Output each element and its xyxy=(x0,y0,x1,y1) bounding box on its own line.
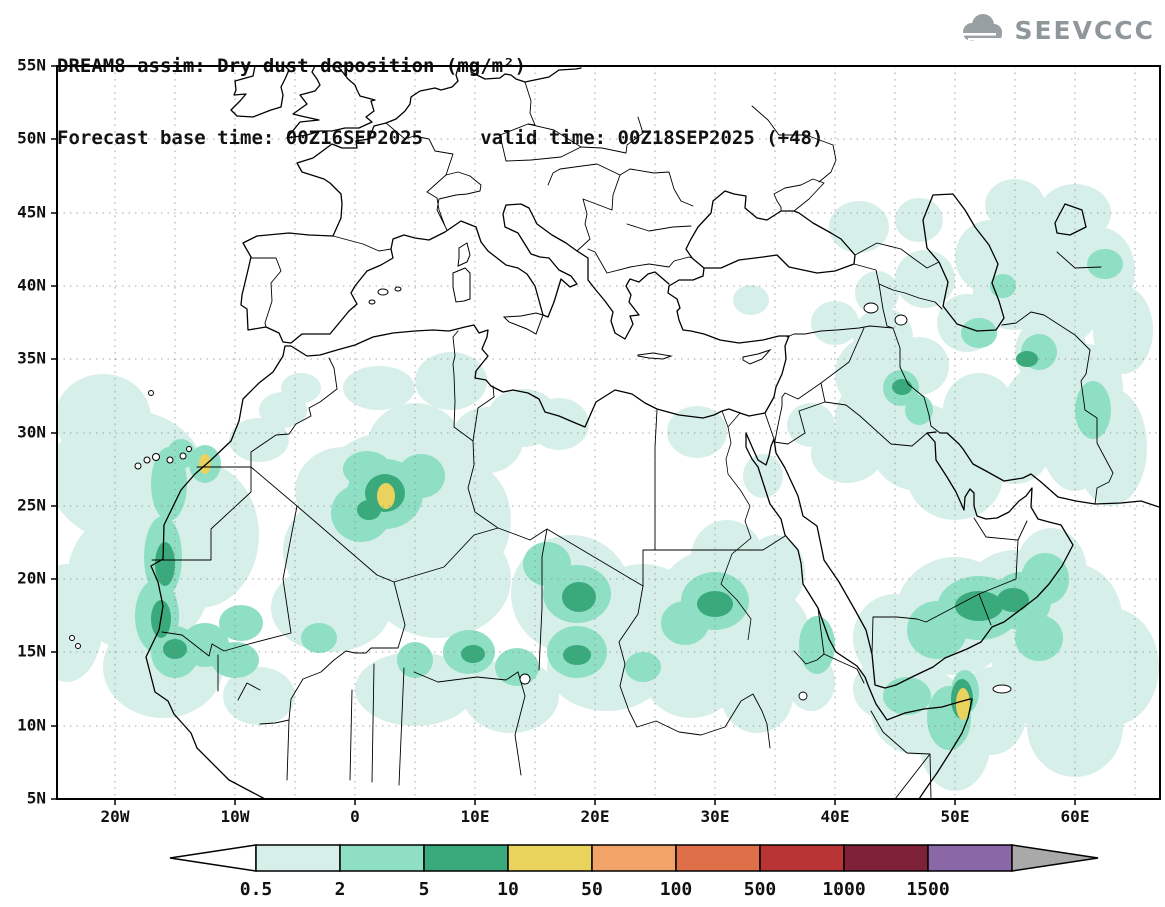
colorbar-cell xyxy=(759,844,845,872)
coastlines xyxy=(145,66,1160,799)
y-tick-label: 50N xyxy=(17,129,46,148)
y-tick-label: 55N xyxy=(17,56,46,75)
colorbar-under-arrow xyxy=(169,844,257,872)
colorbar-cell xyxy=(255,844,341,872)
colorbar-label: 5 xyxy=(419,879,430,900)
y-tick-label: 5N xyxy=(27,789,46,808)
y-tick-label: 45N xyxy=(17,203,46,222)
colorbar xyxy=(169,844,1099,872)
x-tick-label: 10W xyxy=(221,807,250,826)
colorbar-label: 1000 xyxy=(822,879,865,900)
x-tick-label: 20W xyxy=(101,807,130,826)
colorbar-cell xyxy=(423,844,509,872)
colorbar-label: 50 xyxy=(581,879,603,900)
y-tick-label: 30N xyxy=(17,423,46,442)
dust-level-10 xyxy=(199,454,970,720)
colorbar-labels: 0.5 2 5 10 50 100 500 1000 1500 xyxy=(240,879,950,900)
y-tick-label: 20N xyxy=(17,569,46,588)
x-tick-label: 60E xyxy=(1061,807,1090,826)
colorbar-label: 1500 xyxy=(906,879,949,900)
title-line-2: Forecast base time: 00Z16SEP2025 valid t… xyxy=(57,127,824,149)
colorbar-label: 500 xyxy=(744,879,777,900)
dust-level-0p5 xyxy=(57,179,1159,791)
y-tick-label: 35N xyxy=(17,349,46,368)
colorbar-cell xyxy=(675,844,761,872)
x-tick-label: 40E xyxy=(821,807,850,826)
x-tick-label: 0 xyxy=(350,807,360,826)
y-axis-labels: 55N 50N 45N 40N 35N 30N 25N 20N 15N 10N … xyxy=(17,56,46,808)
cloud-icon xyxy=(962,14,1003,41)
country-borders xyxy=(151,81,1114,799)
x-axis-labels: 20W 10W 0 10E 20E 30E 40E 50E 60E xyxy=(101,807,1090,826)
x-tick-label: 50E xyxy=(941,807,970,826)
colorbar-cell xyxy=(927,844,1013,872)
islands xyxy=(69,242,1012,694)
seevccc-logo: SEEVCCC xyxy=(956,12,1155,48)
colorbar-cell xyxy=(843,844,929,872)
colorbar-cell xyxy=(591,844,677,872)
y-tick-label: 40N xyxy=(17,276,46,295)
x-tick-label: 30E xyxy=(701,807,730,826)
colorbar-label: 100 xyxy=(660,879,693,900)
y-tick-label: 25N xyxy=(17,496,46,515)
y-tick-label: 10N xyxy=(17,716,46,735)
logo-text: SEEVCCC xyxy=(1014,15,1155,45)
colorbar-cell xyxy=(339,844,425,872)
colorbar-label: 0.5 xyxy=(240,879,273,900)
colorbar-cell xyxy=(507,844,593,872)
colorbar-label: 10 xyxy=(497,879,519,900)
x-tick-label: 10E xyxy=(461,807,490,826)
colorbar-label: 2 xyxy=(335,879,346,900)
rivers-and-lakes xyxy=(519,302,908,701)
colorbar-over-arrow xyxy=(1011,844,1099,872)
axis-ticks xyxy=(51,65,1076,805)
y-tick-label: 15N xyxy=(17,642,46,661)
dust-field xyxy=(57,179,1159,791)
x-tick-label: 20E xyxy=(581,807,610,826)
